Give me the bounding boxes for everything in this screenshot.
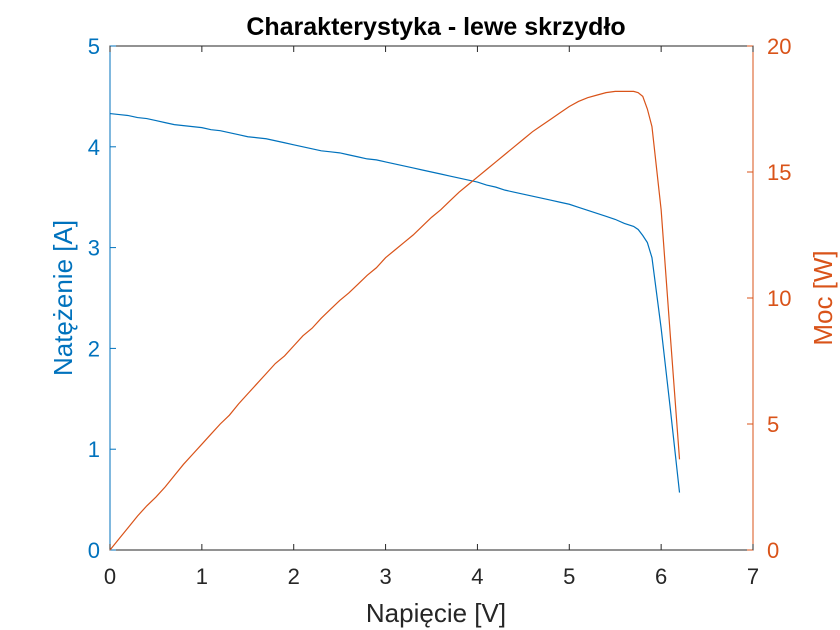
right-tick-label: 20	[767, 34, 791, 59]
left-y-axis-label: Natężenie [A]	[48, 220, 78, 376]
left-tick-label: 0	[88, 538, 100, 563]
x-tick-label: 0	[104, 564, 116, 589]
left-tick-label: 4	[88, 135, 100, 160]
x-axis-label: Napięcie [V]	[366, 598, 506, 628]
x-tick-label: 6	[655, 564, 667, 589]
right-tick-label: 0	[767, 538, 779, 563]
left-y-axis: 0 1 2 3 4 5	[88, 34, 116, 563]
left-tick-label: 3	[88, 236, 100, 261]
x-tick-label: 4	[471, 564, 483, 589]
x-tick-label: 3	[379, 564, 391, 589]
chart-title: Charakterystyka - lewe skrzydło	[246, 13, 625, 41]
left-tick-label: 2	[88, 336, 100, 361]
plot-area	[109, 45, 754, 551]
right-tick-label: 5	[767, 412, 779, 437]
x-tick-label: 5	[563, 564, 575, 589]
x-tick-label: 2	[288, 564, 300, 589]
right-tick-label: 10	[767, 286, 791, 311]
series-line-power	[109, 90, 681, 551]
left-tick-label: 5	[88, 34, 100, 59]
series-line-current	[109, 112, 681, 493]
x-tick-label: 7	[747, 564, 759, 589]
left-tick-label: 1	[88, 437, 100, 462]
x-axis: 0 1 2 3 4 5 6 7	[104, 46, 759, 589]
right-y-axis: 0 5 10 15 20	[747, 34, 791, 563]
right-y-axis-label: Moc [W]	[808, 250, 838, 345]
x-tick-label: 1	[196, 564, 208, 589]
right-tick-label: 15	[767, 160, 791, 185]
